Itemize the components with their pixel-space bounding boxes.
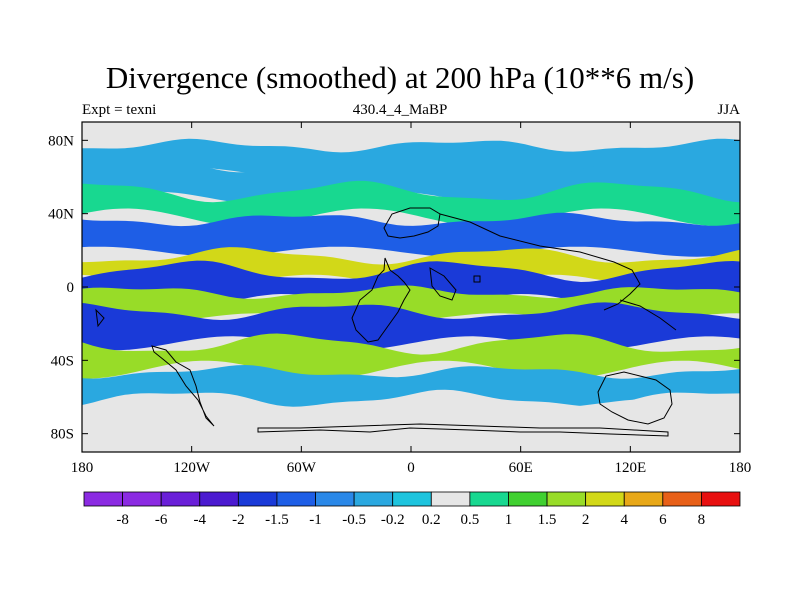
coastline-arabia [429,267,457,301]
contour-band [82,180,740,227]
colorbar-label: 1 [505,512,513,528]
colorbar-label: -1 [309,512,322,528]
colorbar-label: 8 [698,512,706,528]
y-axis: 80N 40N 0 40S 80S [48,133,740,443]
colorbar-swatch [392,491,432,507]
x-tick-label: 120E [614,460,646,476]
coastline-africa [351,257,411,343]
x-tick-label: 120W [173,460,211,476]
colorbar-label: -6 [155,512,168,528]
colorbar-swatch [546,491,587,507]
x-axis: 180 120W 60W 0 60E 120E 180 [71,122,752,476]
run-label: 430.4_4_MaBP [352,102,448,118]
contour-band [82,138,740,177]
colorbar-swatch [315,491,355,507]
coastline-indonesia [619,299,677,331]
x-tick-label: 0 [407,460,415,476]
colorbar-swatch [623,491,664,507]
colorbar-swatch [430,491,471,507]
colorbar-swatch [585,491,625,507]
y-tick-label: 0 [67,280,75,296]
colorbar-swatch [353,491,394,507]
colorbar-label: 2 [582,512,590,528]
colorbar-label: -2 [232,512,245,528]
colorbar: -8 -6 -4 -2 -1.5 -1 -0.5 -0.2 0.2 0.5 1 1.5 2 4 6 8 [83,491,741,528]
colorbar-swatch [160,491,201,507]
colorbar-swatch [701,491,741,507]
colorbar-label: -8 [116,512,129,528]
colorbar-label: -1.5 [265,512,289,528]
chart-title: Divergence (smoothed) at 200 hPa (10**6 … [105,60,695,95]
colorbar-swatch [199,491,239,507]
coastline-south-america [151,345,215,427]
colorbar-label: 1.5 [538,512,557,528]
colorbar-swatch [662,491,702,507]
colorbar-label: 4 [620,512,628,528]
contour-band [82,389,740,432]
x-tick-label: 180 [729,460,752,476]
colorbar-swatch [508,491,548,507]
x-tick-label: 60W [287,460,317,476]
colorbar-label: 0.2 [422,512,441,528]
y-tick-label: 40N [48,207,74,223]
coastline-asia [439,213,641,311]
x-tick-label: 180 [71,460,94,476]
colorbar-label: -4 [194,512,207,528]
coastlines [95,207,677,437]
coastline-australia [597,371,673,425]
contour-band [82,333,740,379]
coastline-antarctica [257,423,669,437]
colorbar-swatch [237,491,278,507]
y-tick-label: 80N [48,133,74,149]
colorbar-label: -0.2 [381,512,405,528]
colorbar-label: -0.5 [342,512,366,528]
coastline-pacific-islands [95,275,481,328]
colorbar-label: 0.5 [461,512,480,528]
coastline-europe [383,207,441,239]
colorbar-swatch [276,491,316,507]
x-tick-label: 60E [509,460,533,476]
colorbar-swatch [469,491,509,507]
colorbar-label: 6 [659,512,667,528]
colorbar-swatch [122,491,162,507]
season-label: JJA [717,102,740,118]
contour-field [82,138,740,432]
y-tick-label: 80S [51,427,74,443]
contour-band [82,212,740,257]
colorbar-swatch [83,491,123,507]
y-tick-label: 40S [51,353,74,369]
experiment-label: Expt = texni [82,102,157,118]
